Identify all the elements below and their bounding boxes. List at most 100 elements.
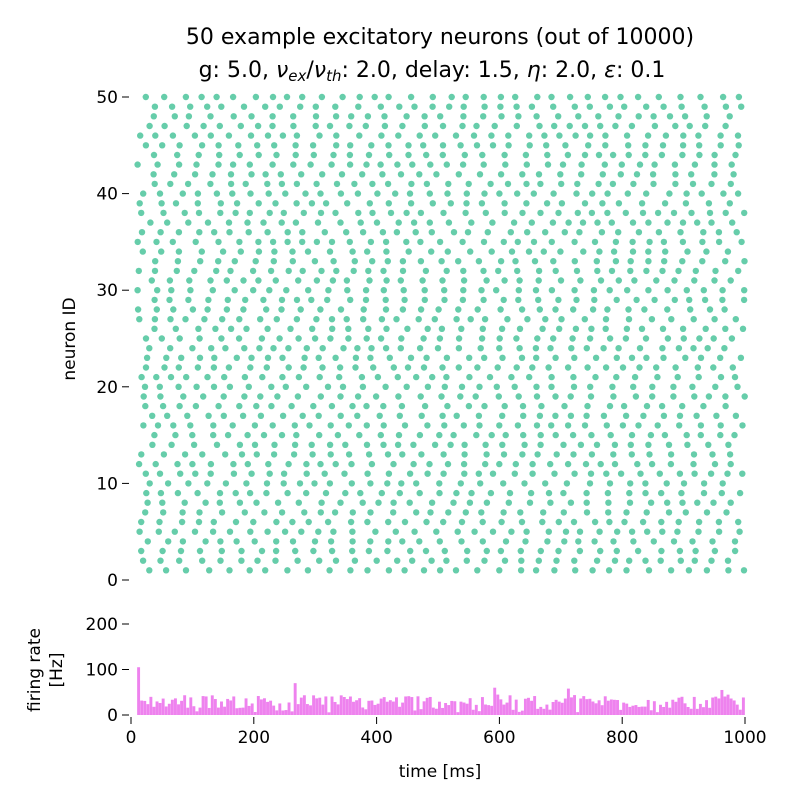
spike-point bbox=[393, 229, 401, 236]
spike-point bbox=[545, 489, 553, 497]
spike-point bbox=[235, 335, 243, 342]
spike-point bbox=[289, 258, 296, 265]
spike-point bbox=[626, 557, 633, 564]
spike-point bbox=[207, 470, 214, 477]
hist-bar bbox=[662, 706, 666, 715]
spike-point bbox=[452, 567, 460, 574]
spike-point bbox=[629, 238, 636, 246]
spike-point bbox=[325, 287, 332, 294]
hist-bar bbox=[149, 696, 153, 715]
spike-point bbox=[621, 103, 628, 110]
hist-bar bbox=[628, 706, 632, 715]
spike-point bbox=[174, 460, 181, 468]
spike-point bbox=[455, 258, 462, 265]
spike-point bbox=[740, 567, 748, 574]
spike-point bbox=[260, 296, 267, 304]
hist-bar bbox=[560, 702, 564, 715]
spike-point bbox=[249, 267, 257, 275]
hist-bar bbox=[576, 712, 580, 715]
spike-point bbox=[576, 229, 583, 236]
hist-bar bbox=[527, 697, 530, 715]
spike-point bbox=[552, 412, 559, 419]
spike-point bbox=[313, 316, 320, 323]
spike-point bbox=[489, 470, 497, 477]
spike-point bbox=[613, 296, 620, 304]
spike-point bbox=[340, 345, 347, 352]
spike-point bbox=[317, 393, 324, 400]
spike-point bbox=[691, 277, 698, 284]
spike-point bbox=[622, 412, 630, 419]
spike-point bbox=[581, 200, 589, 207]
spike-point bbox=[574, 209, 581, 217]
spike-point bbox=[557, 171, 564, 178]
spike-point bbox=[255, 238, 262, 246]
spike-point bbox=[532, 287, 540, 294]
spike-point bbox=[692, 267, 699, 275]
hist-bar bbox=[514, 699, 518, 715]
spike-point bbox=[429, 103, 436, 110]
spike-point bbox=[481, 316, 489, 323]
spike-point bbox=[236, 316, 243, 323]
spike-point bbox=[644, 528, 651, 535]
spike-point bbox=[583, 509, 591, 516]
spike-point bbox=[472, 393, 479, 400]
spike-point bbox=[446, 103, 453, 110]
spike-point bbox=[157, 393, 164, 400]
spike-point bbox=[604, 190, 611, 197]
spike-point bbox=[584, 402, 591, 410]
spike-point bbox=[733, 229, 740, 236]
spike-point bbox=[613, 547, 620, 555]
spike-point bbox=[395, 431, 403, 439]
spike-point bbox=[579, 219, 587, 226]
spike-point bbox=[458, 383, 466, 390]
hist-bar bbox=[192, 706, 196, 715]
spike-point bbox=[232, 209, 239, 217]
spike-point bbox=[394, 161, 401, 168]
spike-point bbox=[628, 451, 635, 458]
spike-point bbox=[433, 528, 440, 535]
spike-point bbox=[207, 132, 214, 139]
spike-point bbox=[192, 238, 199, 246]
spike-point bbox=[596, 248, 603, 255]
spike-point bbox=[684, 441, 691, 448]
spike-point bbox=[373, 219, 381, 226]
spike-point bbox=[317, 460, 324, 468]
spike-point bbox=[179, 509, 186, 516]
spike-point bbox=[267, 267, 275, 275]
spike-point bbox=[567, 412, 575, 419]
spike-point bbox=[606, 335, 614, 342]
raster-ytick-label: 10 bbox=[96, 474, 118, 494]
spike-point bbox=[380, 287, 387, 294]
spike-point bbox=[295, 335, 302, 342]
spike-point bbox=[482, 209, 489, 217]
spike-point bbox=[584, 364, 591, 371]
spike-point bbox=[555, 518, 562, 526]
spike-point bbox=[148, 277, 155, 284]
spike-point bbox=[732, 316, 739, 323]
raster-ytick-label: 40 bbox=[96, 185, 118, 205]
spike-point bbox=[548, 373, 555, 381]
spike-point bbox=[187, 287, 194, 294]
spike-point bbox=[278, 306, 285, 313]
spike-point bbox=[319, 345, 326, 352]
spike-point bbox=[650, 538, 657, 545]
spike-point bbox=[291, 441, 299, 448]
spike-point bbox=[609, 180, 617, 188]
spike-point bbox=[181, 209, 188, 217]
spike-point bbox=[236, 441, 244, 448]
spike-point bbox=[154, 422, 162, 429]
spike-point bbox=[264, 528, 271, 535]
spike-point bbox=[354, 393, 362, 400]
spike-point bbox=[498, 325, 506, 332]
spike-point bbox=[666, 113, 674, 120]
spike-point bbox=[136, 528, 143, 535]
title-ex: ex bbox=[288, 67, 306, 85]
spike-point bbox=[496, 422, 503, 429]
spike-point bbox=[722, 103, 730, 110]
spike-point bbox=[245, 383, 252, 390]
spike-point bbox=[256, 345, 263, 352]
spike-point bbox=[576, 547, 584, 555]
spike-point bbox=[476, 383, 483, 390]
spike-point bbox=[679, 258, 686, 265]
spike-point bbox=[658, 489, 665, 497]
